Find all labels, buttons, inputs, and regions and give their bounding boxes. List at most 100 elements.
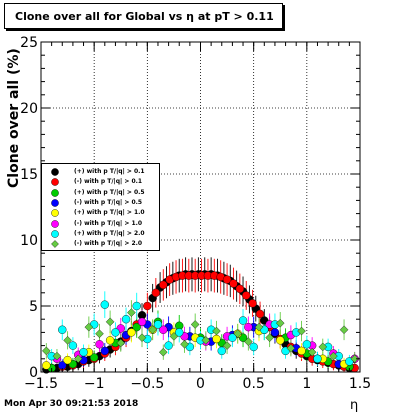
- data-point: [100, 346, 110, 356]
- data-point: [68, 341, 78, 350]
- data-point: [51, 188, 59, 197]
- x-tick-label: 0.5: [243, 376, 265, 392]
- legend-entry: (+) with p T/|q| > 0.1: [42, 167, 161, 177]
- data-point: [302, 340, 312, 349]
- legend-entry: (+) with p T/|q| > 0.5: [42, 188, 161, 198]
- y-tick-label: 20: [20, 101, 38, 117]
- data-point: [318, 342, 328, 352]
- y-tick-label: 10: [20, 233, 38, 249]
- data-point: [169, 332, 179, 341]
- data-point: [100, 300, 110, 309]
- legend-marker: [51, 219, 59, 228]
- data-point: [180, 339, 189, 349]
- data-point: [89, 353, 99, 362]
- data-point: [217, 346, 226, 356]
- data-point: [275, 318, 285, 328]
- legend-marker: [51, 229, 59, 238]
- data-point: [42, 346, 51, 356]
- data-point: [63, 336, 72, 345]
- data-point: [105, 336, 115, 345]
- data-point: [228, 333, 237, 342]
- data-point: [248, 299, 257, 308]
- data-point: [350, 354, 359, 364]
- y-tick-label: 0: [29, 365, 38, 381]
- data-point: [238, 316, 248, 325]
- legend-label: (+) with p T/|q| > 0.5: [74, 188, 145, 196]
- data-point: [212, 326, 221, 336]
- legend: (+) with p T/|q| > 0.1 (-) with p T/|q| >…: [41, 163, 160, 251]
- y-tick-label: 25: [20, 35, 38, 51]
- legend-marker: [51, 199, 59, 207]
- legend-label: (+) with p T/|q| > 1.0: [74, 209, 145, 217]
- legend-marker: [51, 209, 59, 217]
- data-point: [307, 347, 317, 357]
- data-point: [137, 317, 147, 327]
- data-point: [148, 325, 157, 335]
- data-point: [276, 336, 285, 345]
- legend-label: (-) with p T/|q| > 0.1: [74, 178, 143, 186]
- data-point: [58, 325, 67, 334]
- data-point: [42, 361, 51, 370]
- x-tick-label: −0.5: [130, 376, 164, 392]
- data-point: [229, 279, 238, 288]
- legend-entry: (-) with p T/|q| > 0.1: [42, 177, 161, 187]
- data-point: [255, 309, 265, 319]
- data-point: [143, 301, 152, 311]
- data-point: [329, 351, 338, 361]
- data-point: [313, 354, 322, 363]
- legend-entry: (+) with p T/|q| > 2.0: [42, 229, 161, 239]
- data-point: [51, 199, 59, 207]
- data-point: [51, 178, 59, 187]
- data-point: [159, 280, 168, 290]
- data-point: [51, 229, 59, 238]
- legend-marker: [51, 240, 59, 248]
- legend-marker: [51, 188, 59, 197]
- x-tick-label: −1.5: [24, 376, 58, 392]
- x-tick-label: 1: [302, 376, 311, 392]
- data-point: [159, 325, 168, 334]
- data-point: [127, 328, 136, 337]
- y-tick-label: 15: [20, 167, 38, 183]
- data-point: [151, 288, 161, 297]
- legend-label: (+) with p T/|q| > 0.1: [74, 168, 145, 175]
- data-point: [270, 328, 280, 337]
- legend-label: (-) with p T/|q| > 0.5: [74, 198, 143, 206]
- y-axis-label: Clone over all (%): [6, 48, 22, 188]
- data-point: [116, 338, 126, 348]
- legend-label: (-) with p T/|q| > 2.0: [74, 240, 143, 248]
- data-markers: [42, 270, 359, 374]
- data-point: [79, 348, 88, 357]
- data-point: [84, 322, 94, 332]
- legend-label: (-) with p T/|q| > 1.0: [74, 219, 143, 227]
- data-point: [190, 320, 200, 329]
- chart-title: Clone over all for Global vs η at pT > 0…: [15, 10, 274, 23]
- data-point: [297, 326, 306, 336]
- data-point: [137, 333, 147, 342]
- title-box: Clone over all for Global vs η at pT > 0…: [4, 3, 283, 29]
- x-axis-label: η: [350, 398, 359, 413]
- data-point: [63, 355, 72, 365]
- data-point: [132, 301, 141, 311]
- legend-entry: (-) with p T/|q| > 1.0: [42, 219, 161, 229]
- data-point: [51, 240, 59, 248]
- data-point: [249, 342, 258, 352]
- data-point: [244, 322, 253, 332]
- data-point: [51, 209, 59, 217]
- legend-label: (+) with p T/|q| > 2.0: [74, 229, 145, 237]
- data-point: [339, 325, 349, 335]
- legend-marker: [51, 178, 59, 187]
- x-tick-label: −1: [84, 376, 105, 392]
- x-tick-label: 1.5: [349, 376, 371, 392]
- data-point: [95, 340, 104, 349]
- data-point: [175, 328, 184, 337]
- data-point: [244, 337, 253, 346]
- data-point: [51, 219, 59, 228]
- x-tick-label: 0: [196, 376, 205, 392]
- data-point: [51, 168, 59, 176]
- y-tick-label: 5: [29, 299, 38, 315]
- legend-marker: [51, 168, 59, 176]
- data-point: [111, 328, 120, 337]
- timestamp-footer: Mon Apr 30 09:21:53 2018: [4, 399, 139, 409]
- legend-entry: (-) with p T/|q| > 0.5: [42, 198, 161, 208]
- data-point: [52, 351, 62, 361]
